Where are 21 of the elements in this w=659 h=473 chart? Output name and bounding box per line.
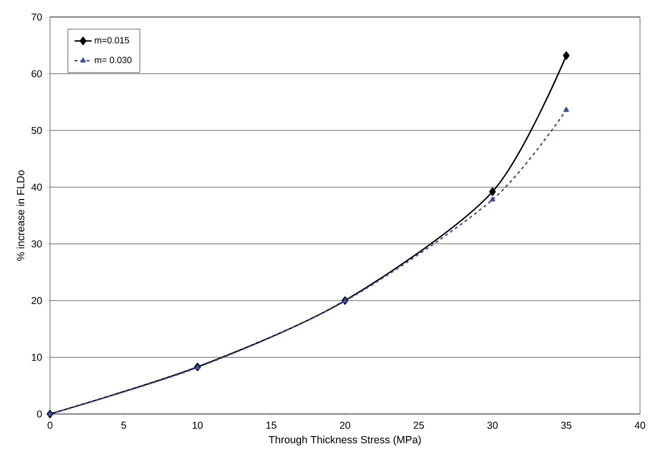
x-tick-label: 25: [414, 422, 424, 429]
x-tick-label: 5: [121, 422, 126, 429]
y-axis-title: % increase in FLDo: [16, 170, 24, 261]
x-axis-title: Through Thickness Stress (MPa): [268, 436, 421, 446]
y-tick-label: 60: [32, 70, 42, 78]
x-tick-label: 35: [561, 422, 572, 429]
x-tick-label: 0: [48, 422, 52, 429]
y-tick-label: 40: [31, 184, 42, 191]
legend-label: m= 0.030: [94, 56, 132, 64]
x-tick-label: 20: [340, 422, 350, 429]
y-tick-label: 10: [32, 354, 42, 361]
y-tick-label: 20: [32, 297, 42, 304]
x-tick-label: 10: [192, 422, 203, 429]
y-tick-label: 70: [32, 13, 42, 21]
x-tick-label: 30: [487, 422, 498, 429]
x-tick-label: 15: [266, 422, 276, 429]
x-tick-label: 40: [634, 422, 646, 429]
legend-label: m=0.015: [94, 37, 130, 44]
y-tick-label: 50: [32, 126, 42, 134]
y-tick-label: 30: [32, 240, 42, 248]
y-tick-label: 0: [37, 410, 42, 418]
